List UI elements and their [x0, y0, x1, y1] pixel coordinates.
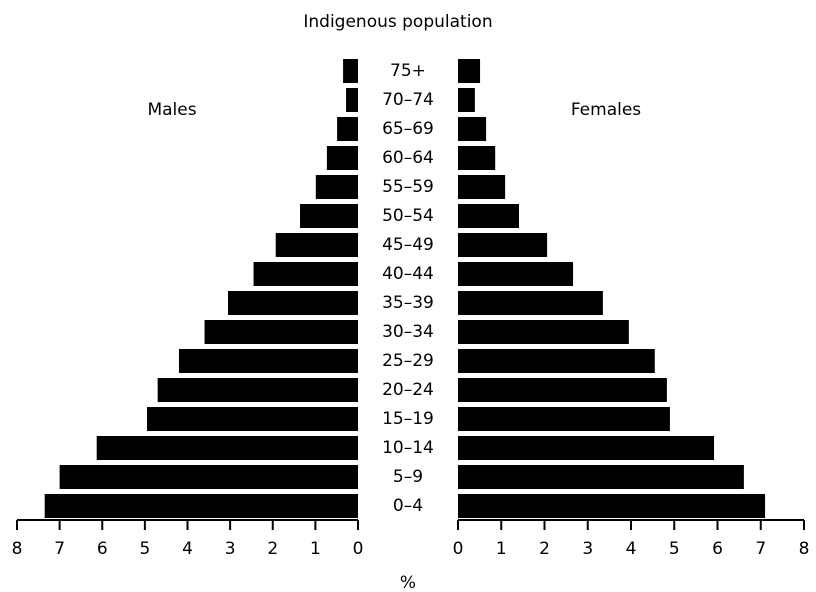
category-label: 15–19	[382, 409, 434, 429]
bar	[458, 117, 487, 141]
x-tick-label: 1	[496, 539, 507, 559]
bar	[178, 349, 358, 373]
category-label: 10–14	[382, 438, 434, 458]
category-label: 40–44	[382, 264, 434, 284]
chart-title: Indigenous population	[303, 12, 492, 32]
legend-label: Males	[147, 100, 196, 120]
category-label: 75+	[390, 61, 426, 81]
bar	[253, 262, 358, 286]
x-tick-label: 4	[182, 539, 193, 559]
x-axis-label: %	[400, 573, 416, 592]
x-tick-label: 6	[97, 539, 108, 559]
x-tick-label: 7	[755, 539, 766, 559]
bar	[343, 59, 358, 83]
category-label: 30–34	[382, 322, 434, 342]
bar	[315, 175, 358, 199]
x-tick-label: 5	[139, 539, 150, 559]
x-tick-label: 4	[626, 539, 637, 559]
category-label: 0–4	[393, 496, 423, 516]
x-tick-label: 0	[353, 539, 364, 559]
bar	[157, 378, 358, 402]
x-tick-label: 2	[267, 539, 278, 559]
x-tick-label: 7	[54, 539, 65, 559]
x-tick-label: 3	[582, 539, 593, 559]
x-tick-label: 8	[12, 539, 23, 559]
category-label: 20–24	[382, 380, 434, 400]
bar	[227, 291, 358, 315]
bar	[458, 175, 506, 199]
category-label: 25–29	[382, 351, 434, 371]
x-tick-label: 0	[453, 539, 464, 559]
x-tick-label: 3	[225, 539, 236, 559]
legend-label: Females	[571, 100, 641, 120]
bar	[59, 465, 358, 489]
bar	[458, 494, 766, 518]
bar	[275, 233, 358, 257]
bar	[44, 494, 359, 518]
bar	[458, 291, 603, 315]
bar	[326, 146, 358, 170]
category-label: 50–54	[382, 206, 434, 226]
x-tick-label: 5	[669, 539, 680, 559]
bar	[458, 349, 655, 373]
bar	[204, 320, 358, 344]
bar	[458, 88, 475, 112]
bar	[458, 204, 519, 228]
bar	[458, 320, 629, 344]
bar	[346, 88, 358, 112]
bar	[458, 262, 574, 286]
bar	[147, 407, 358, 431]
bar	[458, 59, 481, 83]
bar	[300, 204, 358, 228]
category-label: 65–69	[382, 119, 434, 139]
bar	[458, 146, 496, 170]
category-label: 60–64	[382, 148, 434, 168]
bar	[458, 436, 715, 460]
category-label: 70–74	[382, 90, 434, 110]
category-label: 45–49	[382, 235, 434, 255]
bar	[458, 465, 744, 489]
x-tick-label: 2	[539, 539, 550, 559]
bar	[458, 233, 548, 257]
bar	[458, 407, 670, 431]
category-label: 35–39	[382, 293, 434, 313]
bar	[96, 436, 359, 460]
x-tick-label: 8	[799, 539, 810, 559]
bar	[458, 378, 667, 402]
x-tick-label: 1	[310, 539, 321, 559]
category-label: 5–9	[393, 467, 423, 487]
x-tick-label: 6	[712, 539, 723, 559]
bar	[337, 117, 358, 141]
category-label: 55–59	[382, 177, 434, 197]
